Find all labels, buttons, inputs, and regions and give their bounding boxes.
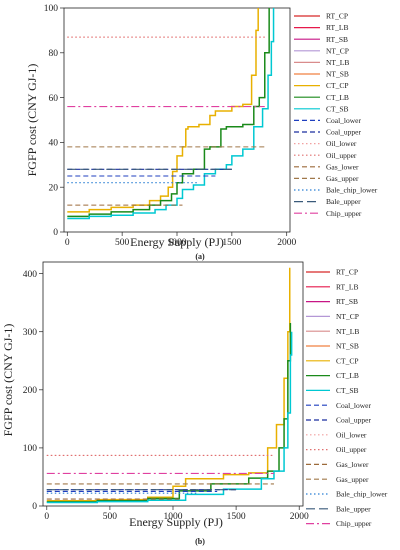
series-line-ct-sb — [46, 331, 293, 504]
panel-b-legend: RT_CP RT_LB RT_SB NT_CP NT_LB NT_SB CT_CP CT_LB… — [306, 268, 388, 528]
series-line-ct-sb — [67, 8, 275, 220]
y-tick-label: 80 — [49, 49, 59, 59]
panel-b-xticks: 0 500 1000 1500 2000 — [44, 506, 309, 522]
legend-label: Coal_lower — [336, 401, 371, 410]
series-line-ct-lb — [67, 8, 270, 218]
legend-label: Bale_chip_lower — [336, 490, 388, 499]
legend-label: CT_LB — [326, 93, 349, 102]
legend-label: Oil_upper — [326, 151, 357, 160]
legend-label: CT_CP — [326, 81, 349, 90]
legend-label: NT_CP — [336, 312, 359, 321]
panel-a-series-layer — [67, 8, 275, 220]
x-tick-label: 500 — [115, 238, 130, 248]
panel-b-xlabel: Energy Supply (PJ) — [129, 515, 223, 529]
y-tick-label: 0 — [32, 502, 37, 512]
series-line-ct-cp — [67, 8, 259, 213]
legend-label: NT_CP — [326, 46, 349, 55]
legend-label: Oil_lower — [326, 139, 357, 148]
legend-label: Gas_lower — [326, 162, 359, 171]
x-tick-label: 1000 — [168, 238, 187, 248]
legend-label: NT_LB — [326, 58, 349, 67]
legend-label: CT_CP — [336, 356, 359, 365]
x-tick-label: 1000 — [164, 512, 183, 522]
y-tick-label: 100 — [23, 444, 38, 454]
x-tick-label: 2000 — [290, 512, 309, 522]
panel-a-xticks: 0 500 1000 1500 2000 — [65, 232, 296, 248]
panel-a-xlabel: Energy Supply (PJ) — [130, 235, 224, 249]
legend-label: NT_SB — [326, 70, 349, 79]
series-line-ct-cp — [46, 267, 291, 502]
y-tick-label: 60 — [49, 94, 59, 104]
series-line-ct-lb — [46, 323, 292, 503]
legend-label: Gas_lower — [336, 460, 369, 469]
panel-a-caption: (a) — [195, 252, 205, 261]
x-tick-label: 1500 — [222, 238, 241, 248]
panel-a-plot-area: 0 500 1000 1500 2000 0 20 40 60 80 100 — [44, 4, 297, 248]
series-group — [46, 267, 293, 504]
panel-a-legend: RT_CP RT_LB RT_SB NT_CP NT_LB NT_SB CT_CP CT_LB… — [294, 12, 378, 218]
panel-b-frame — [42, 261, 304, 507]
x-tick-label: 500 — [103, 512, 118, 522]
panel-a: 0 500 1000 1500 2000 0 20 40 60 80 100 Energy Sup… — [25, 4, 378, 261]
y-tick-label: 100 — [44, 4, 59, 14]
y-tick-label: 40 — [49, 139, 59, 149]
panel-b: 0 500 1000 1500 2000 0 100 200 300 400 Energy Su… — [1, 261, 388, 546]
x-tick-label: 0 — [44, 512, 49, 522]
legend-label: Oil_upper — [336, 445, 367, 454]
legend-label: Bale_upper — [336, 504, 371, 513]
series-group — [67, 8, 275, 220]
panel-b-plot-area: 0 500 1000 1500 2000 0 100 200 300 400 — [23, 261, 309, 522]
legend-label: Coal_lower — [326, 116, 361, 125]
x-tick-label: 0 — [65, 238, 70, 248]
legend-label: CT_SB — [326, 104, 349, 113]
panel-a-ylabel: FGFP cost (CNY GJ-1) — [25, 64, 39, 177]
legend-label: RT_SB — [336, 297, 358, 306]
legend-label: Bale_upper — [326, 197, 361, 206]
legend-label: Gas_upper — [326, 174, 359, 183]
panel-a-yticks: 0 20 40 60 80 100 — [44, 4, 64, 238]
legend-label: Coal_upper — [336, 416, 371, 425]
legend-label: Chip_upper — [326, 209, 362, 218]
y-tick-label: 200 — [23, 386, 38, 396]
legend-label: NT_SB — [336, 342, 359, 351]
panel-b-series-layer — [46, 267, 293, 504]
legend-label: Bale_chip_lower — [326, 186, 378, 195]
legend-label: Coal_upper — [326, 128, 361, 137]
y-tick-label: 300 — [23, 328, 38, 338]
legend-label: RT_LB — [326, 23, 348, 32]
y-tick-label: 0 — [53, 228, 58, 238]
legend-label: Chip_upper — [336, 519, 372, 528]
legend-label: NT_LB — [336, 327, 359, 336]
panel-b-caption: (b) — [195, 537, 205, 546]
y-tick-label: 20 — [49, 183, 59, 193]
legend-label: CT_SB — [336, 386, 359, 395]
x-tick-label: 2000 — [277, 238, 296, 248]
panel-b-ylabel: FGFP cost (CNY GJ-1) — [1, 324, 15, 437]
legend-label: RT_CP — [336, 268, 358, 277]
y-tick-label: 400 — [23, 270, 38, 280]
legend-label: RT_SB — [326, 35, 348, 44]
x-tick-label: 1500 — [227, 512, 246, 522]
legend-label: Oil_lower — [336, 430, 367, 439]
legend-label: Gas_upper — [336, 475, 369, 484]
legend-label: RT_CP — [326, 12, 348, 21]
legend-label: CT_LB — [336, 371, 359, 380]
legend-label: RT_LB — [336, 282, 358, 291]
panel-b-yticks: 0 100 200 300 400 — [23, 270, 43, 512]
